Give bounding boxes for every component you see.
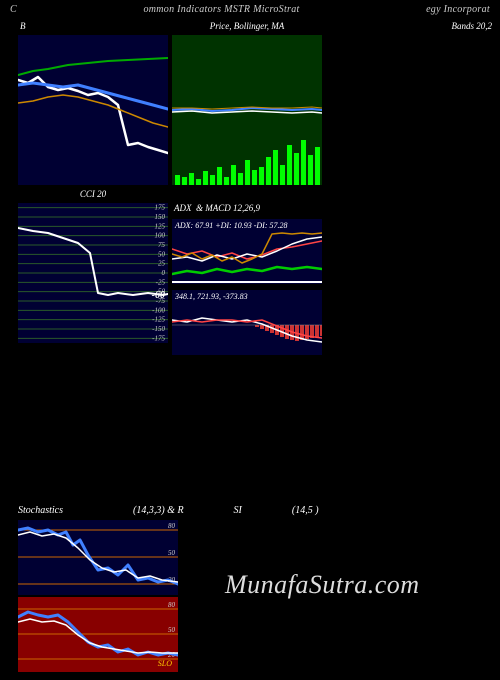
stochastics-lower-chart: 805020 SLO: [18, 597, 178, 672]
stoch-title: Stochastics: [18, 505, 63, 516]
header-left: C: [10, 4, 17, 15]
svg-text:50: 50: [158, 250, 166, 258]
volume-chart: Price, Bollinger, MA: [172, 35, 322, 185]
adx-values: ADX: 67.91 +DI: 10.93 -DI: 57.28: [175, 221, 288, 230]
price-ma-title: Price, Bollinger, MA: [210, 21, 284, 31]
stoch-end: (14,5 ): [292, 505, 319, 516]
header-right: egy Incorporat: [426, 4, 490, 15]
watermark: MunafaSutra.com: [225, 570, 420, 600]
adx-chart: ADX: 67.91 +DI: 10.93 -DI: 57.28: [172, 219, 322, 284]
stoch-params: (14,3,3) & R: [133, 505, 184, 516]
svg-text:-150: -150: [152, 325, 165, 333]
svg-text:0: 0: [162, 269, 166, 277]
page-header: C ommon Indicators MSTR MicroStrat egy I…: [0, 0, 500, 21]
svg-text:50: 50: [168, 626, 176, 634]
slo-label: SLO: [158, 659, 172, 668]
svg-text:-175: -175: [152, 334, 165, 342]
svg-text:80: 80: [168, 601, 176, 609]
svg-text:-25: -25: [156, 278, 166, 286]
svg-text:-100: -100: [152, 306, 165, 314]
svg-text:125: 125: [155, 222, 166, 230]
macd-values: 348.1, 721.93, -373.83: [175, 292, 248, 301]
stoch-si: SI: [234, 505, 242, 516]
bollinger-chart: B: [18, 35, 168, 185]
cci-chart: CCI 20 1751501251007550250-25-50-75-100-…: [18, 203, 168, 343]
stochastics-upper-chart: 805020: [18, 520, 178, 595]
bands-title: Bands 20,2: [452, 21, 493, 31]
adx-macd-title: ADX & MACD 12,26,9: [174, 203, 324, 213]
svg-text:100: 100: [155, 232, 166, 240]
header-center: ommon Indicators MSTR MicroStrat: [143, 4, 299, 15]
svg-text:75: 75: [158, 241, 166, 249]
bollinger-title-left: B: [20, 21, 26, 31]
svg-text:25: 25: [158, 260, 166, 268]
svg-text:-125: -125: [152, 316, 165, 324]
cci-title: CCI 20: [80, 189, 106, 199]
svg-text:80: 80: [168, 522, 176, 530]
svg-text:150: 150: [155, 213, 166, 221]
svg-text:50: 50: [168, 549, 176, 557]
svg-text:175: 175: [155, 204, 166, 212]
macd-chart: 348.1, 721.93, -373.83: [172, 290, 322, 355]
